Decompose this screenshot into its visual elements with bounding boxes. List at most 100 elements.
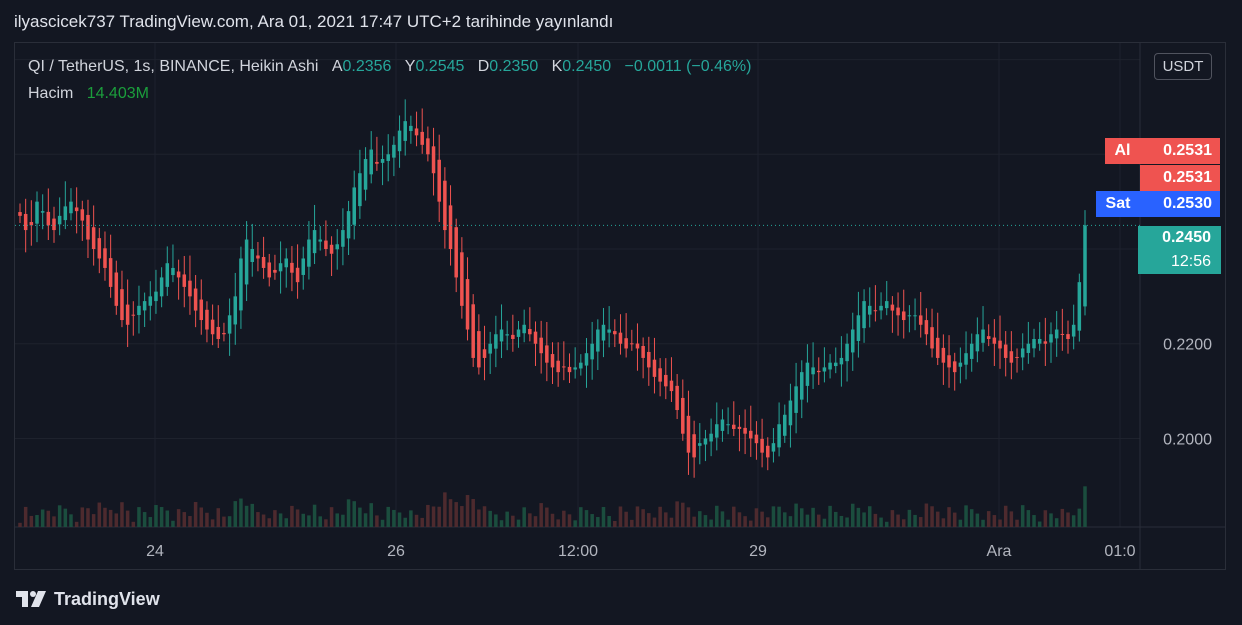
candle-body	[709, 433, 713, 442]
candle-body	[641, 345, 645, 358]
candle-body	[74, 207, 79, 212]
candle-body	[833, 362, 838, 367]
volume-bar	[199, 507, 204, 527]
candle-body	[233, 296, 238, 325]
candle-body	[918, 315, 923, 325]
candle-body	[159, 277, 164, 297]
candle-body	[125, 304, 130, 325]
volume-bar	[46, 510, 51, 527]
volume-bar	[369, 503, 373, 527]
volume-bar	[210, 519, 215, 527]
volume-bar	[324, 519, 328, 527]
candle-body	[352, 187, 356, 225]
candle-body	[1083, 225, 1087, 307]
volume-bar	[964, 505, 968, 527]
buy-price-tag: 0.2531	[1140, 138, 1220, 164]
currency-button[interactable]: USDT	[1154, 53, 1212, 80]
volume-bar	[896, 514, 900, 527]
candle-body	[584, 353, 589, 366]
time-axis-label: 01:0	[1104, 543, 1135, 560]
volume-bar	[675, 501, 679, 527]
volume-bar	[103, 507, 107, 527]
candle-body	[103, 248, 107, 268]
volume-bar	[686, 507, 691, 527]
volume-bar	[403, 517, 407, 527]
candle-body	[754, 434, 759, 444]
volume-bar	[363, 513, 368, 527]
volume-bar	[18, 522, 22, 527]
volume-bar	[545, 507, 549, 527]
buy-button[interactable]: Al	[1105, 138, 1140, 164]
chart-frame[interactable]	[14, 42, 1226, 570]
sell-button[interactable]: Sat	[1096, 191, 1140, 217]
candle-body	[386, 154, 390, 161]
candle-body	[465, 279, 470, 330]
candle-body	[40, 211, 45, 213]
volume-bar	[482, 506, 487, 527]
candle-body	[437, 159, 441, 202]
candle-body	[964, 353, 968, 365]
candle-body	[341, 230, 345, 247]
volume-bar	[125, 510, 130, 527]
candle-body	[647, 351, 651, 368]
time-axis-label: 29	[749, 543, 767, 560]
volume-bar	[533, 516, 538, 527]
tradingview-logo-icon	[16, 591, 46, 607]
volume-bar	[1071, 515, 1076, 527]
volume-bar	[1020, 505, 1025, 527]
candle-body	[375, 161, 379, 164]
high-label: Y	[404, 58, 416, 75]
candle-body	[981, 329, 985, 343]
volume-bar	[737, 512, 742, 527]
candle-body	[210, 319, 215, 335]
tradingview-logo[interactable]: TradingView	[16, 588, 160, 610]
volume-bar	[375, 515, 379, 527]
volume-bar	[1026, 510, 1031, 527]
volume-bar	[505, 511, 509, 527]
price-axis-label: 0.2200	[1163, 337, 1212, 354]
volume-bar	[1049, 513, 1053, 527]
candle-body	[952, 361, 957, 373]
volume-bar	[596, 517, 600, 527]
candle-body	[969, 343, 974, 359]
volume-bar	[539, 503, 543, 527]
volume-bar	[692, 516, 696, 527]
volume-label[interactable]: Hacim	[28, 85, 74, 102]
candle-body	[1066, 334, 1070, 339]
volume-bar	[1066, 512, 1070, 527]
volume-bar	[352, 501, 356, 527]
candle-body	[397, 130, 402, 152]
change-value: −0.0011 (−0.46%)	[624, 58, 752, 75]
volume-bar	[63, 508, 68, 527]
candle-body	[227, 315, 232, 334]
volume-bar	[1043, 510, 1048, 527]
candle-body	[1015, 356, 1019, 358]
candle-body	[301, 258, 306, 275]
volume-bar	[1037, 521, 1042, 527]
volume-bar	[182, 512, 187, 527]
volume-bar	[681, 502, 685, 527]
volume-bar	[562, 510, 566, 527]
volume-bar	[97, 502, 102, 527]
candle-body	[958, 362, 963, 367]
volume-bar	[760, 511, 764, 527]
candle-body	[516, 329, 521, 337]
candle-body	[799, 372, 804, 400]
volume-bar	[1032, 515, 1036, 527]
candle-body	[703, 438, 708, 445]
volume-bar	[907, 509, 912, 527]
symbol-description[interactable]: QI / TetherUS, 1s, BINANCE, Heikin Ashi	[28, 58, 319, 75]
volume-bar	[607, 516, 611, 527]
volume-bar	[477, 509, 481, 527]
candle-body	[80, 209, 85, 221]
candle-body	[267, 262, 272, 278]
volume-bar	[901, 519, 906, 527]
candle-body	[199, 299, 204, 321]
sell-price-tag: 0.2530	[1140, 191, 1220, 217]
time-axis-label: 12:00	[558, 543, 598, 560]
volume-bar	[856, 507, 861, 527]
volume-bar	[318, 516, 322, 527]
volume-bar	[114, 513, 119, 527]
volume-bar	[664, 512, 668, 527]
